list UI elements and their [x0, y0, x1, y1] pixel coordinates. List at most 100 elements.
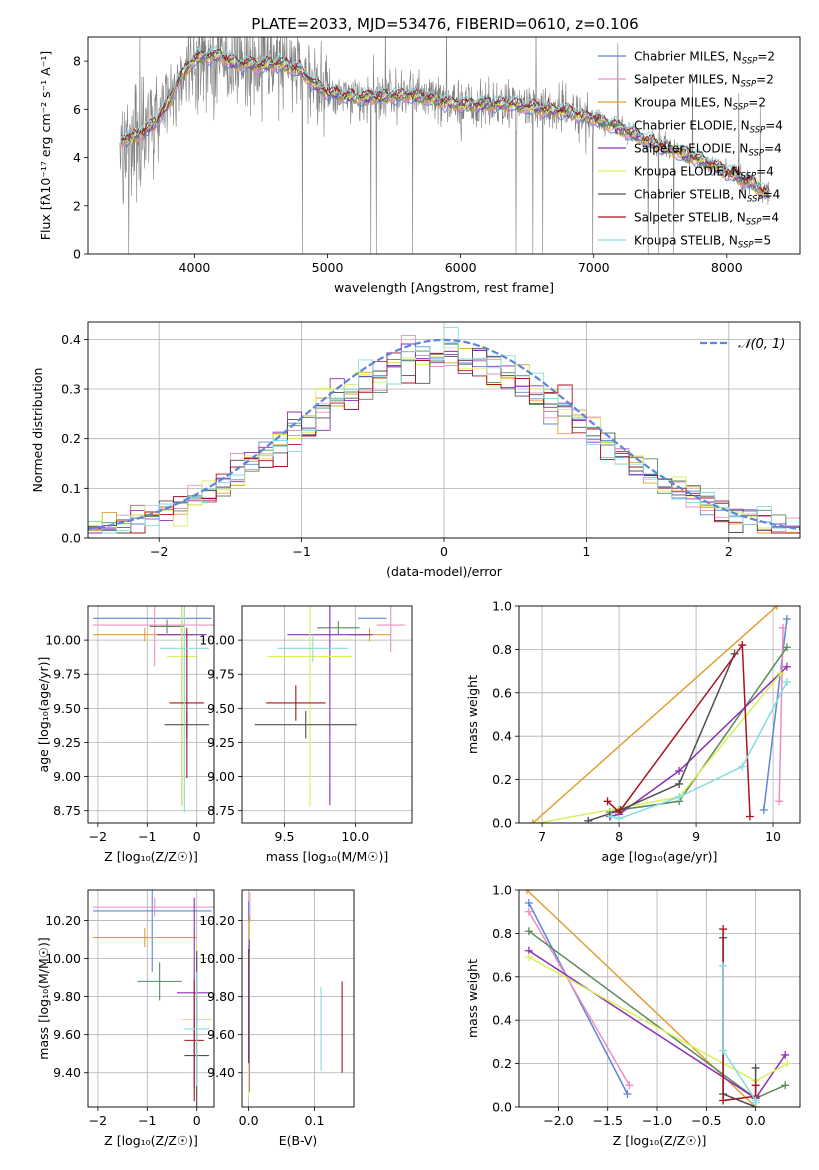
errorbar-kroupa-miles: [92, 928, 197, 948]
x-tick-label: 9.5: [275, 829, 295, 844]
errorbar-kroupa-stelib: [184, 971, 210, 1087]
plot-massweight-vs-z: −2.0 −1.5 −1.0 −0.5 0.0 0.0 0.2 0.4 0.6 0.8 1.0 Z […: [465, 883, 801, 1148]
weight-marker-chabrier-stelib: [584, 816, 593, 823]
axes-frame: [87, 36, 801, 255]
plot-area: [92, 890, 214, 1107]
model-spectrum-chabrier-miles: [120, 56, 770, 200]
weight-marker-kroupa-elodie: [524, 953, 533, 962]
y-tick-label: 9.60: [207, 1027, 235, 1042]
y-tick-label: 9.40: [207, 1065, 235, 1080]
weight-marker-chabrier-elodie: [781, 1081, 790, 1090]
weight-line-salpeter-elodie: [609, 666, 788, 818]
weight-marker-kroupa-stelib: [751, 1098, 760, 1107]
y-tick-label: 9.80: [53, 989, 81, 1004]
y-tick-label: 9.80: [207, 989, 235, 1004]
x-axis-label: Z [log₁₀(Z/Z☉)]: [104, 1133, 198, 1148]
y-tick-label: 10.20: [199, 913, 235, 928]
y-tick-label: 10.20: [45, 913, 81, 928]
plot-area: [119, 37, 770, 254]
weight-line-kroupa-miles: [532, 606, 778, 823]
y-tick-label: 9.50: [53, 701, 81, 716]
y-axis-label: Normed distribution: [30, 368, 45, 493]
weight-marker-salpeter-stelib: [745, 812, 754, 821]
axes-frame: [518, 889, 801, 1108]
errorbar-salpeter-stelib: [184, 979, 205, 1102]
legend-label-chabrier-elodie: Chabrier ELODIE, NSSP=4: [634, 119, 783, 136]
spectrum-legend: Chabrier MILES, NSSP=2 Salpeter MILES, NS…: [598, 50, 783, 251]
y-tick-label: 0.2: [492, 772, 512, 787]
x-tick-label: −2: [89, 1113, 107, 1128]
errorbar-chabrier-stelib: [254, 711, 357, 739]
weight-marker-chabrier-miles: [759, 805, 768, 814]
errorbar-salpeter-elodie: [287, 606, 373, 806]
y-tick-label: 10.00: [45, 951, 81, 966]
weight-marker-kroupa-elodie: [776, 669, 785, 678]
weight-line-salpeter-stelib: [606, 642, 751, 817]
errorbar-kroupa-elodie: [167, 606, 197, 807]
y-tick-label: 0.4: [492, 1013, 512, 1028]
plot-area: [528, 606, 791, 823]
weight-marker-salpeter-elodie: [675, 766, 684, 775]
errorbar-salpeter-miles: [376, 606, 405, 653]
x-tick-label: 0.1: [305, 1113, 325, 1128]
y-tick-label: 9.25: [207, 735, 235, 750]
plot-residual-histogram: −2 −1 0 1 2 0.0 0.1 0.2 0.3 0.4 (data-model)/error…: [30, 321, 801, 579]
x-axis-label: E(B-V): [279, 1133, 318, 1148]
y-tick-label: 0.8: [492, 642, 512, 657]
legend-label-chabrier-miles: Chabrier MILES, NSSP=2: [634, 50, 775, 67]
plot-age-vs-z: −2 −1 0 8.75 9.00 9.25 9.50 9.75 10.00 Z [log₁₀(Z…: [36, 605, 215, 864]
legend-label-kroupa-miles: Kroupa MILES, NSSP=2: [634, 96, 766, 113]
y-tick-label: 4: [73, 150, 81, 165]
model-spectrum-kroupa-stelib: [120, 45, 770, 193]
x-tick-label: 8000: [711, 260, 743, 275]
errorbar-kroupa-stelib: [159, 606, 210, 813]
y-tick-label: 9.75: [207, 667, 235, 682]
axes-frame: [241, 605, 413, 824]
x-tick-label: −1: [138, 829, 156, 844]
plot-area: [92, 606, 214, 813]
weight-marker-chabrier-miles: [524, 899, 533, 908]
weight-marker-kroupa-stelib: [719, 961, 728, 970]
y-tick-label: 9.75: [53, 667, 81, 682]
weight-marker-salpeter-miles: [625, 1081, 634, 1090]
x-tick-label: 1: [582, 544, 590, 559]
axes-frame: [87, 321, 801, 539]
weight-marker-salpeter-miles: [524, 907, 533, 916]
y-tick-label: 9.00: [207, 769, 235, 784]
y-tick-label: 0.1: [61, 481, 81, 496]
y-tick-label: 1.0: [492, 599, 512, 614]
x-tick-label: 4000: [179, 260, 211, 275]
x-axis-label: mass [log₁₀(M/M☉)]: [266, 849, 388, 864]
weight-marker-kroupa-stelib: [782, 677, 791, 686]
weight-marker-kroupa-stelib: [738, 762, 747, 771]
y-tick-label: 0.2: [492, 1056, 512, 1071]
legend-label-salpeter-miles: Salpeter MILES, NSSP=2: [634, 73, 774, 90]
y-tick-label: 9.00: [53, 769, 81, 784]
weight-line-chabrier-stelib: [588, 653, 736, 822]
weight-marker-salpeter-elodie: [782, 662, 791, 671]
y-tick-label: 0: [73, 247, 81, 262]
errorbar-kroupa-elodie: [267, 606, 353, 807]
weight-marker-salpeter-stelib: [738, 641, 747, 650]
weight-marker-chabrier-stelib: [675, 779, 684, 788]
errorbar-chabrier-elodie: [317, 621, 360, 635]
y-tick-label: 6: [73, 102, 81, 117]
y-tick-label: 0.0: [492, 1100, 512, 1115]
x-tick-label: 7000: [578, 260, 610, 275]
plot-massweight-vs-age: 7 8 9 10 0.0 0.2 0.4 0.6 0.8 1.0 age [log₁₀(age/yr…: [465, 599, 801, 864]
weight-marker-salpeter-stelib: [719, 925, 728, 934]
x-tick-label: 0: [193, 829, 201, 844]
x-axis-label: (data-model)/error: [386, 564, 503, 579]
weight-marker-chabrier-elodie: [782, 643, 791, 652]
x-tick-label: 0.0: [746, 1113, 766, 1128]
y-tick-label: 0.8: [492, 926, 512, 941]
y-axis-label: mass [log₁₀(M/M☉)]: [36, 937, 51, 1059]
weight-marker-chabrier-miles: [623, 1089, 632, 1098]
y-tick-label: 10.00: [199, 951, 235, 966]
errorbar-kroupa-stelib: [277, 634, 349, 662]
errorbar-salpeter-miles: [92, 606, 214, 667]
figure-title: PLATE=2033, MJD=53476, FIBERID=0610, z=0…: [251, 15, 638, 33]
y-tick-label: 2: [73, 198, 81, 213]
